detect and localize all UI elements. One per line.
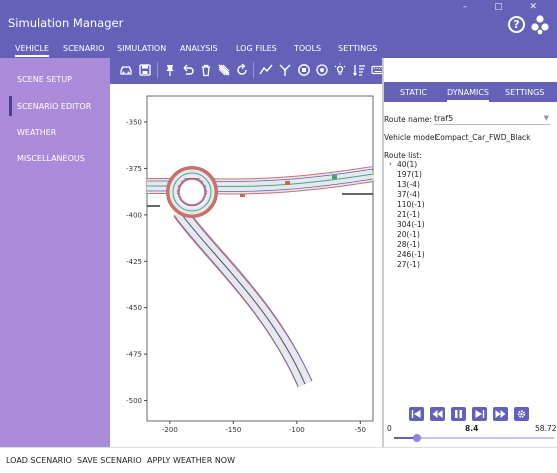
slider-max-label: 58.72	[535, 424, 557, 433]
menu-scenario[interactable]: SCENARIO	[63, 44, 105, 53]
app-logo-icon	[531, 15, 549, 35]
skip-end-button[interactable]	[472, 407, 487, 421]
right-panel: STATIC DYNAMICS SETTINGS Route name: tra…	[384, 58, 557, 447]
load-scenario-button[interactable]: LOAD SCENARIO	[6, 456, 72, 465]
menu-log-files[interactable]: LOG FILES	[236, 44, 277, 53]
sort-icon[interactable]	[352, 63, 366, 77]
fast-forward-button[interactable]	[493, 407, 508, 421]
route-list-item[interactable]: 37(-4)	[397, 190, 420, 199]
refresh-icon[interactable]	[235, 63, 249, 77]
skip-start-button[interactable]	[409, 407, 424, 421]
menu-analysis[interactable]: ANALYSIS	[180, 44, 218, 53]
playback-settings-button[interactable]	[514, 407, 529, 421]
route-list-item[interactable]: 27(-1)	[397, 260, 420, 269]
x-tick-label: -200	[162, 426, 178, 434]
toolbar-divider	[253, 62, 254, 78]
route-list-label: Route list:	[384, 151, 422, 160]
x-tick-label: -50	[355, 426, 366, 434]
x-tick-label: -150	[225, 426, 241, 434]
route-name-label: Route name:	[384, 115, 432, 124]
y-tick-label: -400	[126, 211, 142, 219]
sidebar-item-scenario-editor[interactable]: SCENARIO EDITOR	[17, 102, 92, 111]
rewind-icon	[432, 410, 443, 418]
panel-divider[interactable]	[382, 58, 384, 447]
gear-icon	[517, 410, 526, 418]
sidebar-item-weather[interactable]: WEATHER	[17, 128, 57, 137]
skip-end-icon	[475, 410, 485, 418]
pin-icon[interactable]	[163, 63, 177, 77]
y-tick-label: -425	[126, 258, 142, 266]
target-icon[interactable]	[315, 63, 329, 77]
app-title: Simulation Manager	[8, 16, 124, 30]
y-tick-label: -475	[126, 351, 142, 359]
tab-dynamics[interactable]: DYNAMICS	[447, 88, 489, 102]
route-list-item[interactable]: 21(-1)	[397, 210, 420, 219]
route-list-item[interactable]: 304(-1)	[397, 220, 425, 229]
skip-start-icon	[411, 410, 421, 418]
sidebar: SCENE SETUP SCENARIO EDITOR WEATHER MISC…	[0, 58, 110, 447]
main-menu: VEHICLE SCENARIO SIMULATION ANALYSIS LOG…	[0, 40, 557, 58]
branch-icon[interactable]	[278, 63, 292, 77]
stop-icon[interactable]	[297, 63, 311, 77]
title-bar: Simulation Manager – ▢ ✕ ?	[0, 0, 557, 40]
route-list-item[interactable]: 20(-1)	[397, 230, 420, 239]
clear-icon[interactable]	[217, 63, 231, 77]
rewind-button[interactable]	[430, 407, 445, 421]
menu-settings[interactable]: SETTINGS	[338, 44, 378, 53]
toolbar-divider	[157, 62, 158, 78]
help-button[interactable]: ?	[508, 16, 525, 33]
route-name-select[interactable]: traf5 ▼	[434, 113, 550, 125]
menu-tools[interactable]: TOOLS	[294, 44, 322, 53]
time-slider[interactable]	[394, 434, 554, 442]
map-canvas[interactable]: -200 -150 -100 -50 -350 -375 -400 -425 -450 -475…	[110, 84, 382, 447]
route-list-item[interactable]: 40(1)	[397, 160, 418, 169]
save-scenario-button[interactable]: SAVE SCENARIO	[77, 456, 142, 465]
slider-min-label: 0	[387, 424, 392, 433]
delete-icon[interactable]	[199, 63, 213, 77]
y-tick-label: -350	[126, 119, 142, 127]
plot-area	[146, 95, 374, 422]
active-indicator	[9, 96, 12, 116]
pause-icon	[455, 410, 462, 418]
undo-icon[interactable]	[181, 63, 195, 77]
apply-weather-button[interactable]: APPLY WEATHER NOW	[147, 456, 236, 465]
route-list-item[interactable]: 197(1)	[397, 170, 422, 179]
slider-thumb[interactable]	[412, 434, 421, 442]
polyline-icon[interactable]	[259, 63, 273, 77]
route-list-item[interactable]: 246(-1)	[397, 250, 425, 259]
chevron-right-icon[interactable]: ›	[389, 160, 392, 168]
slider-fill	[394, 437, 417, 439]
right-panel-tabs: STATIC DYNAMICS SETTINGS	[384, 82, 557, 102]
bottom-bar: LOAD SCENARIO SAVE SCENARIO APPLY WEATHE…	[0, 447, 557, 473]
y-tick-label: -375	[126, 165, 142, 173]
light-icon[interactable]	[333, 63, 347, 77]
vehicle-model-label: Vehicle model:	[384, 133, 440, 142]
route-list-item[interactable]: 13(-4)	[397, 180, 420, 189]
y-tick-label: -450	[126, 304, 142, 312]
save-icon[interactable]	[138, 63, 152, 77]
road-network	[147, 166, 375, 388]
window-controls[interactable]: – ▢ ✕	[462, 2, 549, 12]
car-icon[interactable]	[119, 63, 133, 77]
editor-toolbar	[110, 58, 385, 84]
tab-settings[interactable]: SETTINGS	[505, 88, 545, 97]
fast-forward-icon	[495, 410, 506, 418]
tab-static[interactable]: STATIC	[400, 88, 428, 97]
x-axis-ticks: -200 -150 -100 -50	[162, 421, 366, 434]
y-tick-label: -500	[126, 397, 142, 405]
route-list-item[interactable]: 110(-1)	[397, 200, 425, 209]
y-axis-ticks: -350 -375 -400 -425 -450 -475 -500	[126, 119, 147, 405]
menu-vehicle[interactable]: VEHICLE	[15, 44, 49, 57]
menu-simulation[interactable]: SIMULATION	[117, 44, 167, 53]
sidebar-item-scene-setup[interactable]: SCENE SETUP	[17, 75, 72, 84]
vehicle-model-value: Compact_Car_FWD_Black	[435, 133, 531, 142]
sidebar-item-miscellaneous[interactable]: MISCELLANEOUS	[17, 154, 85, 163]
route-list-item[interactable]: 28(-1)	[397, 240, 420, 249]
route-name-value: traf5	[434, 114, 454, 123]
chevron-down-icon: ▼	[543, 114, 549, 122]
pause-button[interactable]	[451, 407, 466, 421]
slider-value-label: 8.4	[465, 424, 479, 433]
x-tick-label: -100	[289, 426, 305, 434]
